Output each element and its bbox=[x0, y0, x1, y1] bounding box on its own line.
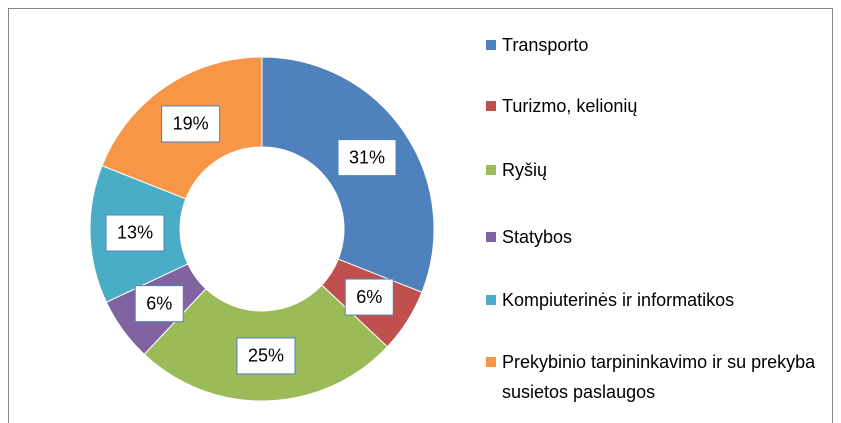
legend-item: Prekybinio tarpininkavimo ir su prekyba … bbox=[486, 347, 832, 407]
data-label-box bbox=[134, 285, 184, 323]
data-label: 25% bbox=[248, 346, 284, 366]
data-label: 6% bbox=[356, 287, 382, 307]
chart-border bbox=[8, 8, 833, 423]
legend-swatch bbox=[486, 357, 496, 367]
legend-item: Kompiuterinės ir informatikos bbox=[486, 285, 816, 315]
data-label: 6% bbox=[146, 293, 172, 313]
legend-swatch bbox=[486, 101, 496, 111]
data-label-box bbox=[344, 278, 394, 316]
data-label-box bbox=[337, 139, 397, 177]
legend-item: Turizmo, kelionių bbox=[486, 91, 816, 121]
legend-label: Prekybinio tarpininkavimo ir su prekyba … bbox=[502, 352, 816, 402]
data-label-box bbox=[105, 214, 165, 252]
legend-label: Turizmo, kelionių bbox=[502, 96, 638, 116]
legend-label: Kompiuterinės ir informatikos bbox=[502, 290, 735, 310]
legend-swatch bbox=[486, 165, 496, 175]
data-label: 13% bbox=[117, 223, 153, 243]
legend-label: Statybos bbox=[502, 227, 573, 247]
legend-label: Transporto bbox=[502, 35, 589, 55]
data-label: 31% bbox=[349, 147, 385, 167]
data-label-box bbox=[236, 337, 296, 375]
legend-item: Statybos bbox=[486, 222, 816, 252]
data-label: 19% bbox=[173, 114, 209, 134]
legend-item: Transporto bbox=[486, 30, 816, 60]
data-label-box bbox=[161, 105, 221, 143]
legend-item: Ryšių bbox=[486, 155, 816, 185]
legend-swatch bbox=[486, 232, 496, 242]
legend-swatch bbox=[486, 40, 496, 50]
legend-swatch bbox=[486, 295, 496, 305]
legend-label: Ryšių bbox=[502, 160, 548, 180]
